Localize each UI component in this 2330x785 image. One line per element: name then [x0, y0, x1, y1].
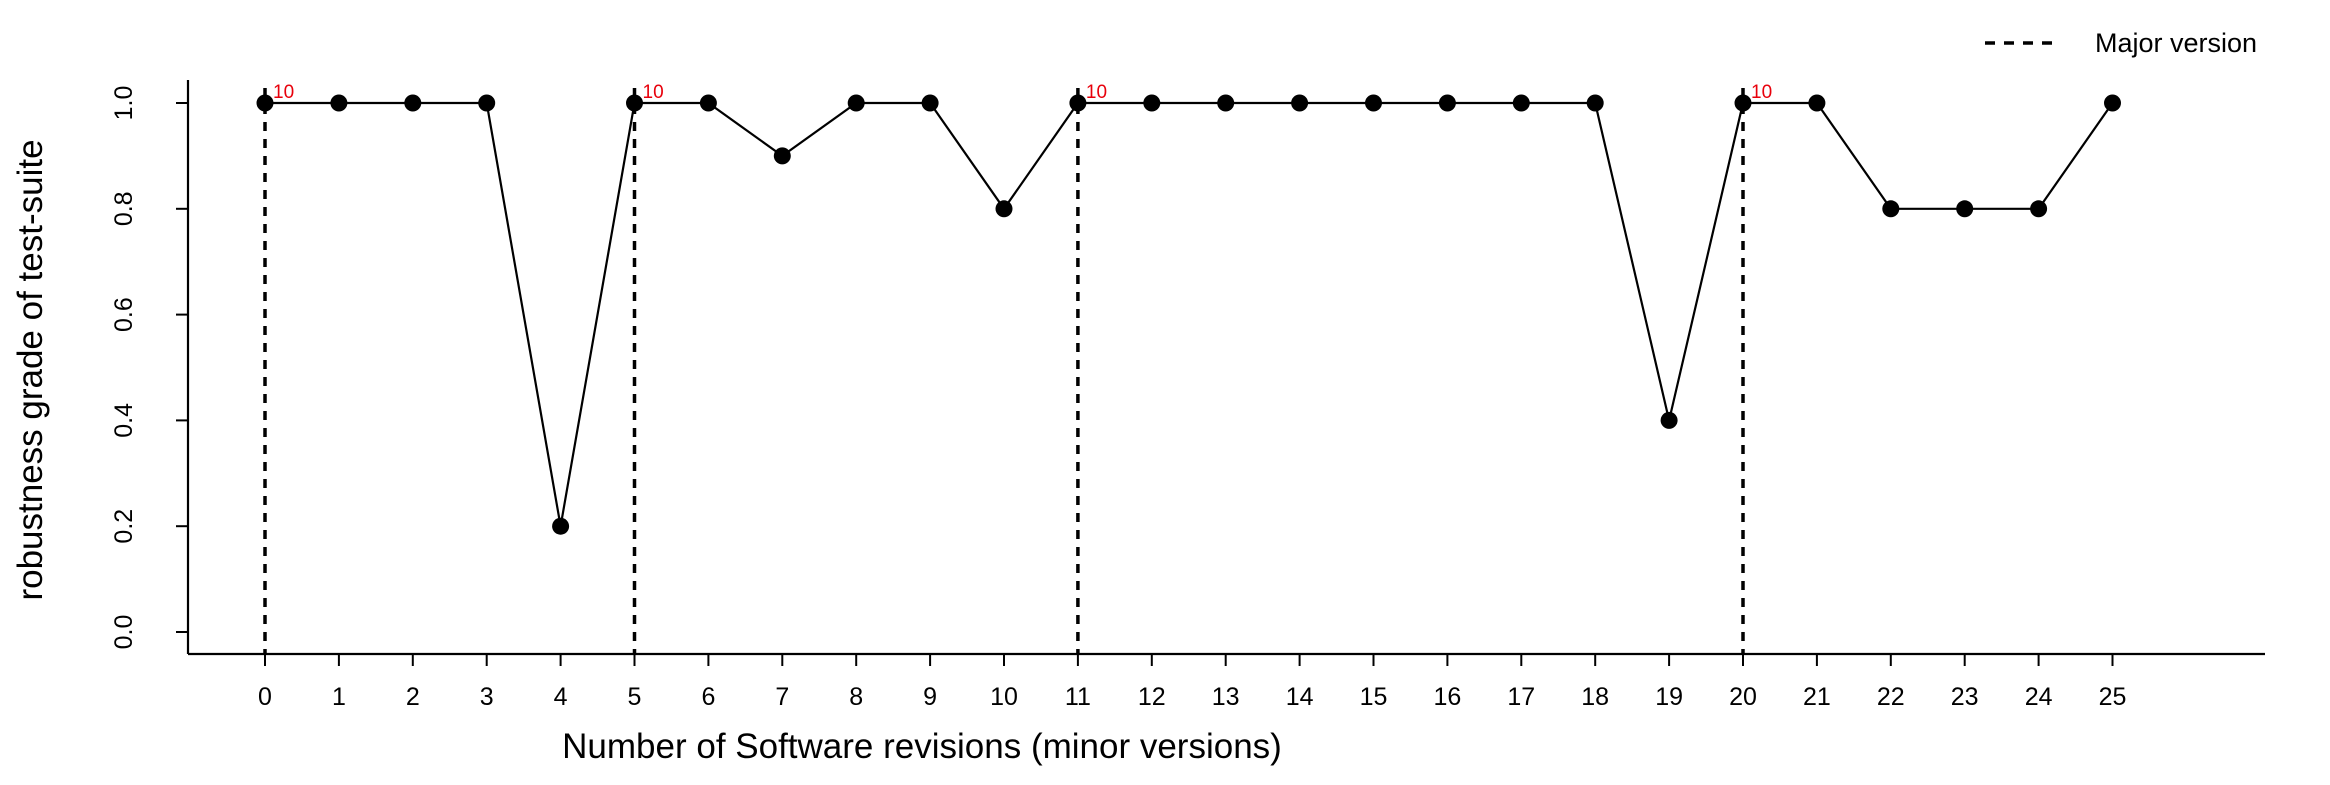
legend-label: Major version — [2095, 28, 2257, 58]
x-tick-label: 21 — [1803, 683, 1831, 711]
major-version-annotation: 10 — [273, 82, 294, 103]
data-point — [921, 94, 939, 112]
x-tick-label: 7 — [775, 683, 789, 711]
data-point — [404, 94, 422, 112]
legend: Major version — [1985, 28, 2257, 58]
x-tick-label: 9 — [923, 683, 937, 711]
data-point — [1512, 94, 1530, 112]
y-tick-label: 0.4 — [110, 403, 138, 438]
data-point — [1660, 411, 1678, 429]
data-point — [1882, 200, 1900, 218]
data-point — [1069, 94, 1087, 112]
data-point — [1808, 94, 1826, 112]
axes-layer: 0 1 2 3 4 5 6 7 8 9 10 11 12 13 14 15 16 17 18 19 20 21 22 23 24… — [110, 80, 2265, 711]
x-tick-label: 14 — [1286, 683, 1314, 711]
data-point — [1217, 94, 1235, 112]
data-point — [2030, 200, 2048, 218]
major-version-annotation: 10 — [1086, 82, 1107, 103]
data-point — [2104, 94, 2121, 112]
x-tick-label: 25 — [2099, 683, 2127, 711]
x-tick-label: 18 — [1581, 683, 1609, 711]
data-point — [1365, 94, 1382, 112]
data-point — [1734, 94, 1752, 112]
data-point — [552, 517, 570, 535]
y-tick-label: 0.0 — [110, 615, 138, 650]
data-point — [330, 94, 348, 112]
major-version-annotation: 10 — [1751, 82, 1772, 103]
x-tick-label: 16 — [1433, 683, 1461, 711]
x-tick-label: 17 — [1507, 683, 1535, 711]
data-point — [626, 94, 643, 112]
x-tick-label: 8 — [849, 683, 863, 711]
x-tick-label: 12 — [1138, 683, 1166, 711]
x-tick-label: 24 — [2025, 683, 2053, 711]
data-point — [699, 94, 717, 112]
data-point — [995, 200, 1013, 218]
x-tick-label: 10 — [990, 683, 1018, 711]
data-point — [478, 94, 496, 112]
x-axis-title: Number of Software revisions (minor vers… — [562, 727, 1282, 766]
data-point — [1956, 200, 1974, 218]
data-point — [847, 94, 865, 112]
x-tick-label: 23 — [1951, 683, 1979, 711]
series-layer — [256, 94, 2121, 535]
series-line — [265, 101, 2114, 527]
y-tick-label: 1.0 — [110, 86, 138, 121]
x-tick-label: 20 — [1729, 683, 1757, 711]
x-tick-label: 4 — [554, 683, 568, 711]
data-point — [773, 147, 791, 165]
x-tick-label: 11 — [1065, 683, 1091, 711]
x-tick-label: 22 — [1877, 683, 1905, 711]
y-tick-label: 0.6 — [110, 297, 138, 332]
y-tick-label: 0.8 — [110, 191, 138, 226]
y-tick-label: 0.2 — [110, 509, 138, 544]
data-point — [1291, 94, 1309, 112]
x-tick-label: 0 — [258, 683, 272, 711]
major-version-lines — [263, 88, 1745, 654]
data-point — [1438, 94, 1456, 112]
x-tick-label: 3 — [480, 683, 494, 711]
x-tick-label: 6 — [701, 683, 715, 711]
x-tick-label: 19 — [1655, 683, 1683, 711]
data-point — [1586, 94, 1604, 112]
x-tick-label: 15 — [1360, 683, 1388, 711]
x-tick-label: 1 — [332, 683, 346, 711]
x-tick-label: 5 — [628, 683, 642, 711]
y-axis-title: robustness grade of test-suite — [11, 139, 50, 600]
data-point — [256, 94, 274, 112]
annotation-layer: 10 10 10 10 — [273, 82, 1772, 103]
major-version-annotation: 10 — [643, 82, 664, 103]
data-point — [1143, 94, 1161, 112]
x-tick-label: 2 — [406, 683, 420, 711]
x-tick-label: 13 — [1212, 683, 1240, 711]
